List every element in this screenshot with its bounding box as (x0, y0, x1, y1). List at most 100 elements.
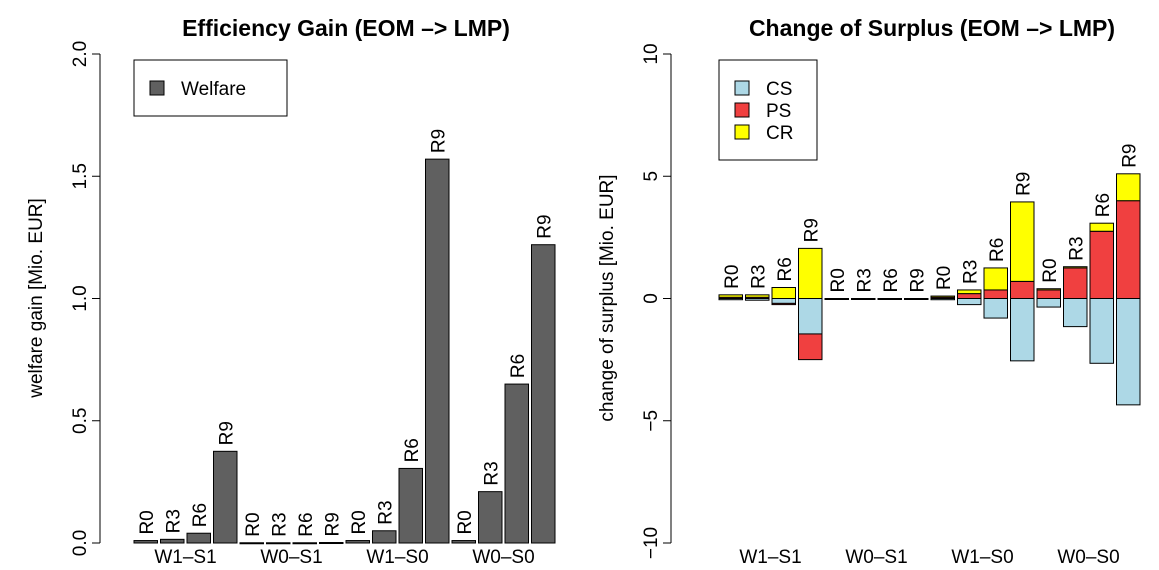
bar-label: R0 (349, 510, 370, 534)
group-labels: W1–S1 W0–S1 W1–S0 W0–S0 (154, 547, 534, 568)
y-axis: −10 −5 0 5 10 (641, 43, 672, 559)
bar-segment-ps (1063, 267, 1088, 299)
group-label: W1–S0 (951, 547, 1013, 568)
bar-segment-ps (1116, 200, 1141, 299)
y-tick-label: 1.5 (70, 163, 91, 189)
bar-segment-ps (1089, 230, 1114, 299)
group-label: W1–S0 (366, 547, 428, 568)
bar-segment-ps (957, 293, 982, 299)
bar-segment-cr (1010, 201, 1035, 282)
bar-label: R0 (243, 512, 264, 536)
bar-welfare (319, 542, 344, 545)
bar-welfare (266, 542, 291, 545)
y-axis-label: change of surplus [Mio. EUR] (597, 174, 618, 421)
bar-segment-cr (877, 298, 902, 300)
bar-welfare (478, 491, 503, 544)
group-label: W1–S1 (154, 547, 216, 568)
bar-label: R6 (296, 512, 317, 536)
bar-segment-ps (983, 289, 1008, 300)
bar-label: R6 (881, 268, 902, 292)
bar-label: R6 (987, 238, 1008, 262)
chart-title: Efficiency Gain (EOM –> LMP) (182, 15, 510, 41)
bar-label: R3 (854, 268, 875, 292)
bar-label: R0 (455, 510, 476, 534)
bar-label: R6 (508, 354, 529, 378)
bar-segment-cr (1063, 266, 1088, 269)
bar-welfare (504, 383, 529, 544)
bar-label: R0 (1040, 258, 1061, 282)
bar-segment-cr (718, 294, 743, 298)
bar-segment-cs (957, 298, 982, 306)
bar-label: R6 (402, 438, 423, 462)
legend-swatch-cr (734, 124, 750, 140)
bar-segment-cs (1116, 298, 1141, 406)
efficiency-gain-chart: Efficiency Gain (EOM –> LMP) welfare gai… (26, 15, 556, 568)
bar-segment-cr (930, 295, 955, 298)
bar-welfare (451, 540, 476, 544)
bar-welfare (133, 540, 158, 544)
y-tick-label: 0.0 (70, 530, 91, 556)
y-tick-label: 1.0 (70, 285, 91, 311)
group-label: W0–S1 (845, 547, 907, 568)
legend-swatch-cs (734, 80, 750, 96)
bar-segment-cr (1036, 288, 1061, 291)
bar-welfare (213, 450, 238, 544)
legend-label: CS (766, 79, 792, 100)
y-tick-label: 5 (641, 171, 662, 182)
legend-label: Welfare (181, 79, 246, 100)
bar-label: R3 (481, 461, 502, 485)
bar-segment-cr (824, 298, 849, 300)
chart-title: Change of Surplus (EOM –> LMP) (749, 15, 1115, 41)
bar-label: R0 (137, 510, 158, 534)
bar-label: R6 (190, 503, 211, 527)
bar-segment-cr (904, 298, 929, 300)
bar-label: R9 (801, 218, 822, 242)
bar-welfare (425, 158, 450, 544)
bar-segment-cs (1036, 298, 1061, 308)
bar-welfare (292, 542, 317, 545)
group-label: W1–S1 (739, 547, 801, 568)
bar-segment-cs (1063, 298, 1088, 328)
y-axis-label: welfare gain [Mio. EUR] (26, 198, 47, 399)
group-label: W0–S1 (260, 547, 322, 568)
bar-segment-cr (957, 289, 982, 295)
legend-label: CR (766, 123, 793, 144)
bar-label: R9 (216, 421, 237, 445)
bar-label: R3 (269, 512, 290, 536)
group-label: W0–S0 (472, 547, 534, 568)
bar-label: R3 (1066, 236, 1087, 260)
bar-segment-cr (1116, 173, 1141, 202)
bar-segment-cr (771, 286, 796, 299)
bar-label: R3 (163, 509, 184, 533)
bar-segment-cr (851, 298, 876, 300)
y-tick-label: 10 (641, 43, 662, 64)
bar-label: R3 (375, 500, 396, 524)
bar-segment-cr (983, 267, 1008, 291)
bar-segment-ps (1010, 280, 1035, 300)
bar-welfare (239, 542, 264, 545)
y-tick-label: 2.0 (70, 41, 91, 67)
bar-segment-cs (983, 298, 1008, 319)
bar-label: R3 (748, 265, 769, 289)
bar-label: R9 (534, 214, 555, 238)
bar-segment-cs (1089, 298, 1114, 364)
bar-segment-cr (1089, 222, 1114, 232)
bars (133, 158, 556, 545)
legend-box (133, 59, 288, 117)
y-axis: 0.0 0.5 1.0 1.5 2.0 (70, 41, 101, 556)
y-tick-label: −5 (641, 410, 662, 432)
y-tick-label: 0.5 (70, 408, 91, 434)
bar-welfare (372, 530, 397, 544)
y-tick-label: −10 (641, 527, 662, 559)
legend-label: PS (766, 101, 791, 122)
bar-label: R0 (828, 268, 849, 292)
group-label: W0–S0 (1057, 547, 1119, 568)
bar-segment-ps (771, 302, 796, 306)
bar-label: R0 (722, 265, 743, 289)
bar-label: R6 (1093, 193, 1114, 217)
bar-label: R0 (934, 266, 955, 290)
bar-segment-ps (1036, 289, 1061, 300)
